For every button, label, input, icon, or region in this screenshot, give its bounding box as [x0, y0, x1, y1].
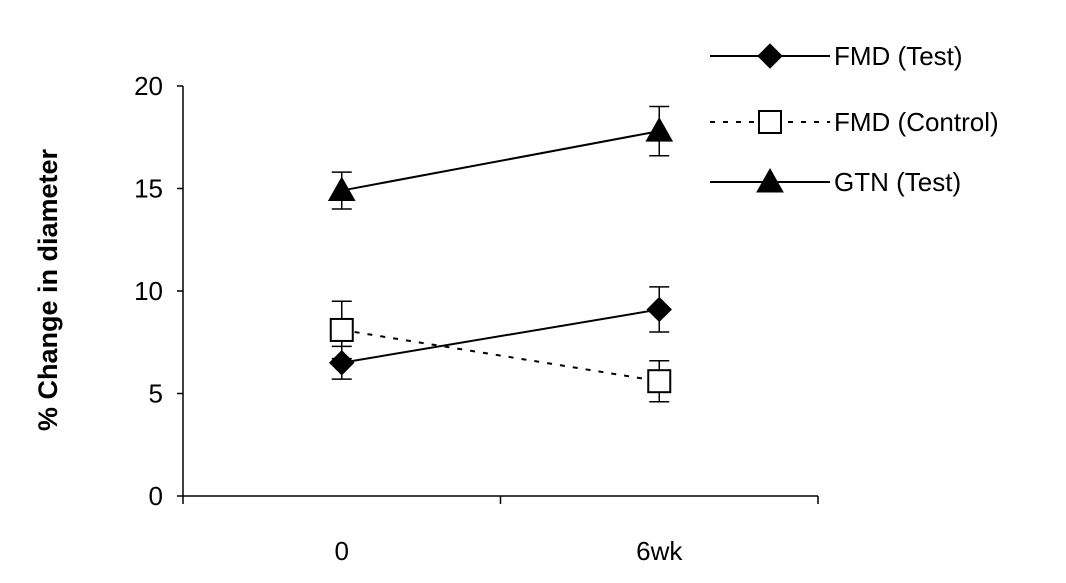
legend-label: FMD (Test) [834, 41, 963, 71]
x-tick-label: 0 [335, 536, 349, 566]
series-line [341, 130, 660, 192]
legend-marker [757, 43, 783, 69]
series-line [341, 308, 660, 364]
legend-label: GTN (Test) [834, 167, 961, 197]
series-1 [329, 286, 672, 380]
legend: FMD (Test) FMD (Control) GTN (Test) [710, 41, 999, 197]
axes [182, 86, 818, 497]
legend-item-2: FMD (Control) [710, 107, 999, 137]
series-3 [327, 105, 674, 210]
legend-marker [756, 167, 784, 193]
series-line [341, 328, 660, 383]
y-tick-label: 10 [134, 276, 163, 306]
x-axis-ticks: 0 6wk [182, 496, 819, 566]
y-axis-ticks: 0 5 10 15 20 [134, 71, 183, 511]
legend-item-3: GTN (Test) [710, 167, 961, 197]
legend-label: FMD (Control) [834, 107, 999, 137]
y-axis-title: % Change in diameter [33, 148, 63, 431]
data-point [645, 117, 674, 142]
y-tick-label: 20 [134, 71, 163, 101]
series-2 [329, 300, 672, 403]
y-tick-label: 15 [134, 174, 163, 204]
data-point [647, 369, 672, 394]
data-point [329, 317, 354, 342]
legend-marker [758, 110, 782, 134]
y-tick-label: 5 [149, 379, 163, 409]
x-tick-label: 6wk [636, 536, 683, 566]
y-tick-label: 0 [149, 481, 163, 511]
legend-item-1: FMD (Test) [710, 41, 963, 71]
data-point [327, 176, 356, 202]
data-point [646, 296, 672, 323]
series-layer [327, 105, 674, 403]
